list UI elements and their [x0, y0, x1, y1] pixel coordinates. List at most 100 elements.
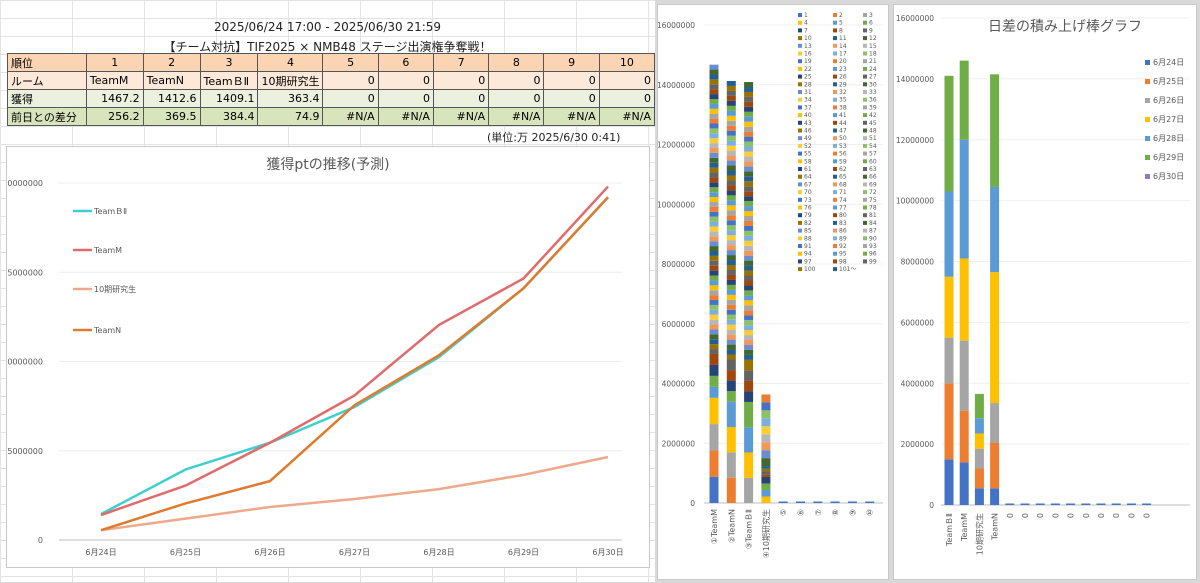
legend-swatch — [833, 59, 837, 64]
bar-segment — [726, 210, 736, 216]
diff-cell[interactable]: #N/A — [488, 107, 545, 126]
points-cell[interactable]: 0 — [432, 89, 490, 108]
category-label: ①TeamM — [710, 509, 719, 544]
diff-row-label[interactable]: 前日との差分 — [7, 107, 87, 126]
room-cell[interactable]: TeamM — [85, 71, 144, 90]
rank-row-label[interactable]: 順位 — [7, 53, 87, 72]
bar-segment — [726, 477, 736, 503]
room-row-label[interactable]: ルーム — [7, 71, 87, 90]
points-cell[interactable]: 1467.2 — [85, 89, 144, 108]
line-chart-panel[interactable]: 獲得ptの推移(予測) 0 5000000 10000000 15000000 2000… — [2, 146, 650, 568]
legend-label: 6月30日 — [1153, 172, 1184, 181]
bar-segment — [709, 295, 719, 301]
legend-label: 31 — [804, 89, 812, 96]
bar-segment — [744, 86, 754, 92]
points-row-label[interactable]: 獲得 — [7, 89, 87, 108]
rank-cell[interactable]: 5 — [322, 53, 379, 72]
rank-cell[interactable]: 2 — [142, 53, 201, 72]
room-cell[interactable]: 0 — [598, 71, 656, 90]
bar-segment — [744, 136, 754, 142]
points-cell[interactable]: 1412.6 — [142, 89, 201, 108]
diff-cell[interactable]: 384.4 — [199, 107, 259, 126]
legend-swatch — [1145, 174, 1150, 179]
points-cell[interactable]: 0 — [488, 89, 545, 108]
legend-label: 1 — [804, 12, 808, 19]
diff-cell[interactable]: #N/A — [432, 107, 490, 126]
bar-segment — [726, 284, 736, 290]
points-cell[interactable]: 0 — [598, 89, 656, 108]
bar-segment — [709, 319, 719, 325]
legend-label: 67 — [804, 181, 812, 188]
diff-cell[interactable]: 74.9 — [257, 107, 324, 126]
bar-segment — [726, 319, 736, 325]
bar-segment — [744, 401, 754, 428]
room-cell[interactable]: TeamN — [142, 71, 201, 90]
legend-label: 38 — [839, 104, 847, 111]
room-cell[interactable]: 0 — [488, 71, 545, 90]
room-cell[interactable]: 0 — [432, 71, 490, 90]
ranking-bar-chart-panel[interactable]: 0 2000000 4000000 6000000 8000000 10000000 120… — [657, 4, 889, 580]
rank-cell[interactable]: 3 — [199, 53, 259, 72]
bar-segment — [726, 105, 736, 111]
points-cell[interactable]: 0 — [322, 89, 379, 108]
legend-swatch — [798, 182, 802, 187]
bar-segment — [744, 245, 754, 251]
diff-cell[interactable]: #N/A — [377, 107, 434, 126]
daily-bar-chart-panel[interactable]: 日差の積み上げ棒グラフ 0 2000000 4000000 6000000 800000… — [893, 4, 1197, 580]
rank-cell[interactable]: 1 — [85, 53, 144, 72]
rank-cell[interactable]: 8 — [488, 53, 545, 72]
legend-label: 36 — [869, 97, 877, 104]
rank-cell[interactable]: 4 — [257, 53, 324, 72]
bar-segment — [709, 300, 719, 305]
rank-cell[interactable]: 10 — [598, 53, 656, 72]
bar-segment — [726, 299, 736, 305]
room-cell[interactable]: TeamＢⅡ — [199, 71, 259, 90]
legend-label: 6月27日 — [1153, 115, 1184, 124]
bar-segment — [709, 143, 719, 149]
rank-cell[interactable]: 6 — [377, 53, 434, 72]
bar-segment — [726, 165, 736, 171]
bar-segment — [726, 354, 736, 360]
y-tick-label: 6000000 — [901, 318, 935, 327]
rank-cell[interactable]: 9 — [543, 53, 600, 72]
legend-swatch — [833, 120, 837, 125]
bar-segment — [959, 340, 969, 411]
diff-cell[interactable]: #N/A — [543, 107, 600, 126]
spreadsheet: 2025/06/24 17:00 - 2025/06/30 21:59 【チーム… — [0, 0, 656, 582]
room-cell[interactable]: 10期研究生 — [257, 71, 324, 90]
diff-cell[interactable]: 256.2 — [85, 107, 144, 126]
diff-cell[interactable]: 369.5 — [142, 107, 201, 126]
category-label: TeamM — [960, 513, 969, 542]
bar-segment — [726, 260, 736, 266]
legend-label: 79 — [804, 212, 812, 219]
points-cell[interactable]: 1409.1 — [199, 89, 259, 108]
bar-segment — [761, 410, 771, 419]
legend-swatch — [798, 36, 802, 41]
diff-cell[interactable]: #N/A — [598, 107, 656, 126]
bar-segment — [1081, 503, 1091, 505]
points-cell[interactable]: 0 — [543, 89, 600, 108]
legend-label: 22 — [804, 66, 812, 73]
legend-label: 83 — [839, 220, 847, 227]
legend-swatch — [863, 113, 867, 118]
legend-swatch — [798, 28, 802, 33]
bar-segment — [726, 255, 736, 261]
rank-cell[interactable]: 7 — [432, 53, 490, 72]
legend-swatch — [833, 220, 837, 225]
diff-cell[interactable]: #N/A — [322, 107, 379, 126]
room-cell[interactable]: 0 — [322, 71, 379, 90]
bar-segment — [709, 270, 719, 276]
points-cell[interactable]: 363.4 — [257, 89, 324, 108]
legend-swatch — [1145, 136, 1150, 141]
legend-label: 7 — [804, 27, 808, 34]
bar-segment — [744, 82, 754, 87]
bar-segment — [744, 391, 754, 402]
daily-chart-title: 日差の積み上げ棒グラフ — [988, 19, 1142, 35]
points-cell[interactable]: 0 — [377, 89, 434, 108]
line-chart: 獲得ptの推移(予測) 0 5000000 10000000 15000000 2000… — [2, 156, 623, 557]
room-cell[interactable]: 0 — [543, 71, 600, 90]
legend-swatch — [833, 36, 837, 41]
legend-label: 43 — [804, 120, 812, 127]
room-cell[interactable]: 0 — [377, 71, 434, 90]
bar-segment — [726, 215, 736, 221]
